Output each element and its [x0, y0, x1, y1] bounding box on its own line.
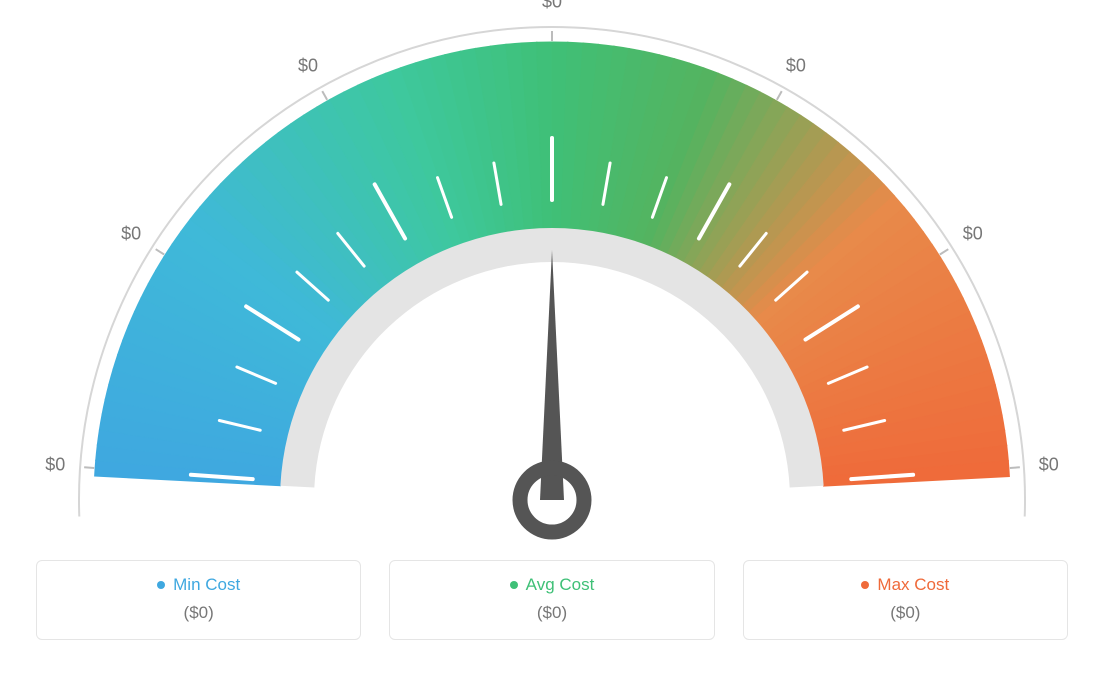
legend-dot-icon — [510, 581, 518, 589]
legend-card: Max Cost ($0) — [743, 560, 1068, 640]
tick-label: $0 — [786, 55, 806, 76]
tick-label: $0 — [963, 223, 983, 244]
legend-value: ($0) — [754, 603, 1057, 623]
legend-row: Min Cost ($0) Avg Cost ($0) Max Cost ($0) — [0, 560, 1104, 640]
legend-title: Min Cost — [157, 575, 240, 595]
legend-value: ($0) — [47, 603, 350, 623]
legend-card: Min Cost ($0) — [36, 560, 361, 640]
legend-label: Max Cost — [877, 575, 949, 595]
tick-label: $0 — [542, 0, 562, 13]
legend-title: Avg Cost — [510, 575, 595, 595]
legend-label: Min Cost — [173, 575, 240, 595]
tick-label: $0 — [121, 223, 141, 244]
legend-dot-icon — [861, 581, 869, 589]
legend-label: Avg Cost — [526, 575, 595, 595]
tick-label: $0 — [1039, 455, 1059, 476]
tick-label: $0 — [298, 55, 318, 76]
legend-card: Avg Cost ($0) — [389, 560, 714, 640]
gauge-svg — [0, 0, 1104, 560]
tick-label: $0 — [45, 455, 65, 476]
legend-dot-icon — [157, 581, 165, 589]
gauge-area: $0 $0 $0 $0 $0 $0 $0 — [0, 0, 1104, 560]
cost-gauge-widget: $0$0$0$0$0$0$0 Min Cost($0)Avg Cost($0)M… — [0, 0, 1104, 690]
legend-value: ($0) — [400, 603, 703, 623]
legend-title: Max Cost — [861, 575, 949, 595]
